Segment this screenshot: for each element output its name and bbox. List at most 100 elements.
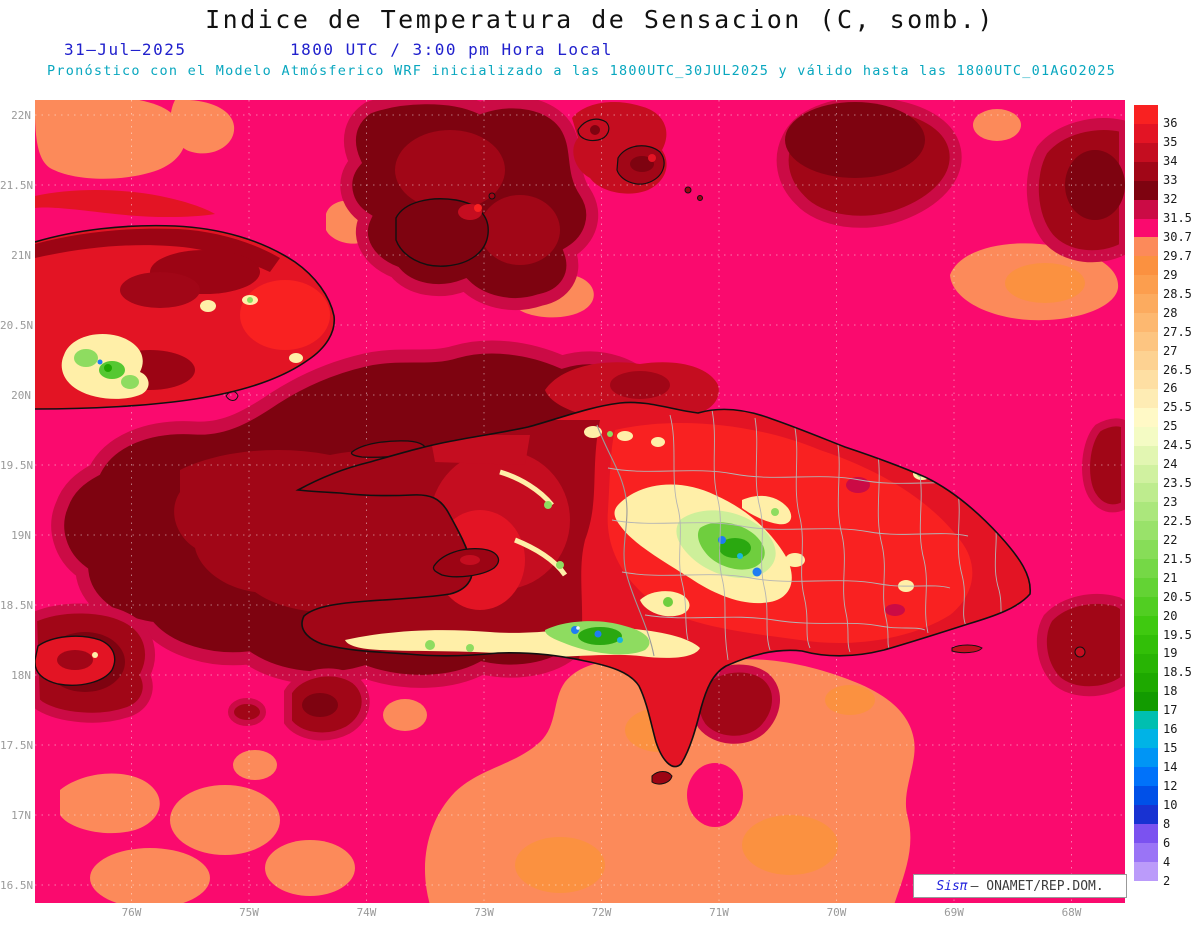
legend-label: 8 (1163, 816, 1171, 831)
legend-label: 17 (1163, 703, 1178, 718)
watermark-org: – ONAMET/REP.DOM. (970, 878, 1104, 894)
legend-color-box (1134, 294, 1158, 314)
legend-label: 12 (1163, 778, 1178, 793)
legend-label: 34 (1163, 154, 1178, 169)
pink-gap (687, 763, 743, 827)
legend-color-box (1134, 275, 1158, 295)
legend-label: 35 (1163, 135, 1178, 150)
mona-island (1074, 646, 1086, 658)
lat-tick-label: 19N (11, 529, 31, 542)
legend-color-box (1134, 105, 1158, 124)
legend-color-box (1134, 483, 1158, 503)
legend-label: 31.5 (1163, 211, 1192, 226)
legend-color-box (1134, 199, 1158, 219)
legend-label: 20 (1163, 608, 1178, 623)
lon-tick-label: 68W (1061, 906, 1082, 919)
legend-color-box (1134, 407, 1158, 427)
legend-color-box (1134, 332, 1158, 351)
valid-time: 1800 UTC / 3:00 pm Hora Local (290, 40, 613, 59)
legend-color-box (1134, 767, 1158, 787)
legend-color-box (1134, 615, 1158, 635)
watermark: Sisπ – ONAMET/REP.DOM. (913, 874, 1127, 898)
legend-label: 21 (1163, 570, 1178, 585)
legend-label: 16 (1163, 722, 1178, 737)
legend-color-box (1134, 142, 1158, 162)
great-inagua-island (395, 192, 496, 267)
legend-color-box (1134, 653, 1158, 673)
legend-label: 24.5 (1163, 438, 1192, 453)
legend-color-box (1134, 445, 1158, 465)
legend-color-box (1134, 880, 1158, 900)
lon-tick-label: 72W (591, 906, 612, 919)
legend-label: 27 (1163, 343, 1178, 358)
legend-color-box (1134, 578, 1158, 597)
legend-label: 29 (1163, 267, 1178, 282)
mona-hot-patch (1036, 594, 1125, 697)
lat-tick-label: 21N (11, 249, 31, 262)
legend-color-box (1134, 502, 1158, 522)
legend-color-box (1134, 521, 1158, 541)
guantanamo-bay-outline (225, 391, 239, 401)
legend-label: 28 (1163, 305, 1178, 320)
legend-label: 21.5 (1163, 551, 1192, 566)
legend-color-box (1134, 861, 1158, 881)
map-field (35, 100, 1125, 903)
legend-label: 24 (1163, 457, 1178, 472)
legend-label: 18.5 (1163, 665, 1192, 680)
legend-label: 25 (1163, 419, 1178, 434)
legend-label: 33 (1163, 173, 1178, 188)
legend-color-box (1134, 710, 1158, 730)
legend-color-box (1134, 672, 1158, 692)
cuba-landmass (35, 224, 335, 410)
legend-color-box (1134, 388, 1158, 408)
valid-date: 31–Jul–2025 (64, 40, 187, 59)
legend-color-box (1134, 350, 1158, 370)
page-title: Indice de Temperatura de Sensacion (C, s… (205, 5, 995, 34)
beata-island (651, 771, 673, 785)
lon-tick-label: 71W (709, 906, 729, 919)
watermark-app: Sisπ (936, 878, 968, 894)
lon-tick-label: 74W (356, 906, 377, 919)
legend-color-box (1134, 691, 1158, 711)
lat-tick-label: 20.5N (0, 319, 34, 332)
legend-color-box (1134, 786, 1158, 806)
lat-tick-label: 19.5N (0, 459, 34, 472)
lon-tick-label: 73W (474, 906, 494, 919)
legend-label: 26.5 (1163, 362, 1192, 377)
legend-color-box (1134, 842, 1158, 862)
legend-color-box (1134, 596, 1158, 616)
legend-label: 36 (1163, 116, 1178, 131)
legend-color-box (1134, 237, 1158, 257)
jamaica-landmass (35, 635, 116, 686)
lat-tick-label: 17N (11, 809, 31, 822)
legend-label: 18 (1163, 684, 1178, 699)
legend-color-box (1134, 369, 1158, 389)
forecast-note: Pronóstico con el Modelo Atmósferico WRF… (47, 63, 1117, 79)
lat-tick-label: 17.5N (0, 739, 34, 752)
lon-tick-label: 75W (239, 906, 259, 919)
legend-color-box (1134, 634, 1158, 654)
legend-label: 6 (1163, 835, 1171, 850)
turks-islands (577, 118, 703, 201)
lat-tick-label: 16.5N (0, 879, 34, 892)
legend-label: 29.7 (1163, 248, 1192, 263)
legend-color-box (1134, 540, 1158, 560)
legend-color-box (1134, 464, 1158, 484)
lat-tick-label: 21.5N (0, 179, 34, 192)
legend-label: 27.5 (1163, 324, 1192, 339)
legend-color-box (1134, 123, 1158, 143)
legend-colorbar (1134, 105, 1158, 900)
legend-color-box (1134, 729, 1158, 749)
lat-tick-label: 18N (11, 669, 31, 682)
legend-label: 32 (1163, 192, 1178, 207)
legend-label: 14 (1163, 760, 1178, 774)
legend-label: 23 (1163, 495, 1178, 509)
saona-island (951, 644, 983, 654)
legend-label: 23.5 (1163, 476, 1192, 491)
legend-label: 26 (1163, 381, 1178, 396)
small-islands (432, 548, 1086, 785)
legend-label: 25.5 (1163, 400, 1192, 415)
legend-label: 2 (1163, 873, 1171, 888)
legend-label: 22.5 (1163, 513, 1192, 528)
